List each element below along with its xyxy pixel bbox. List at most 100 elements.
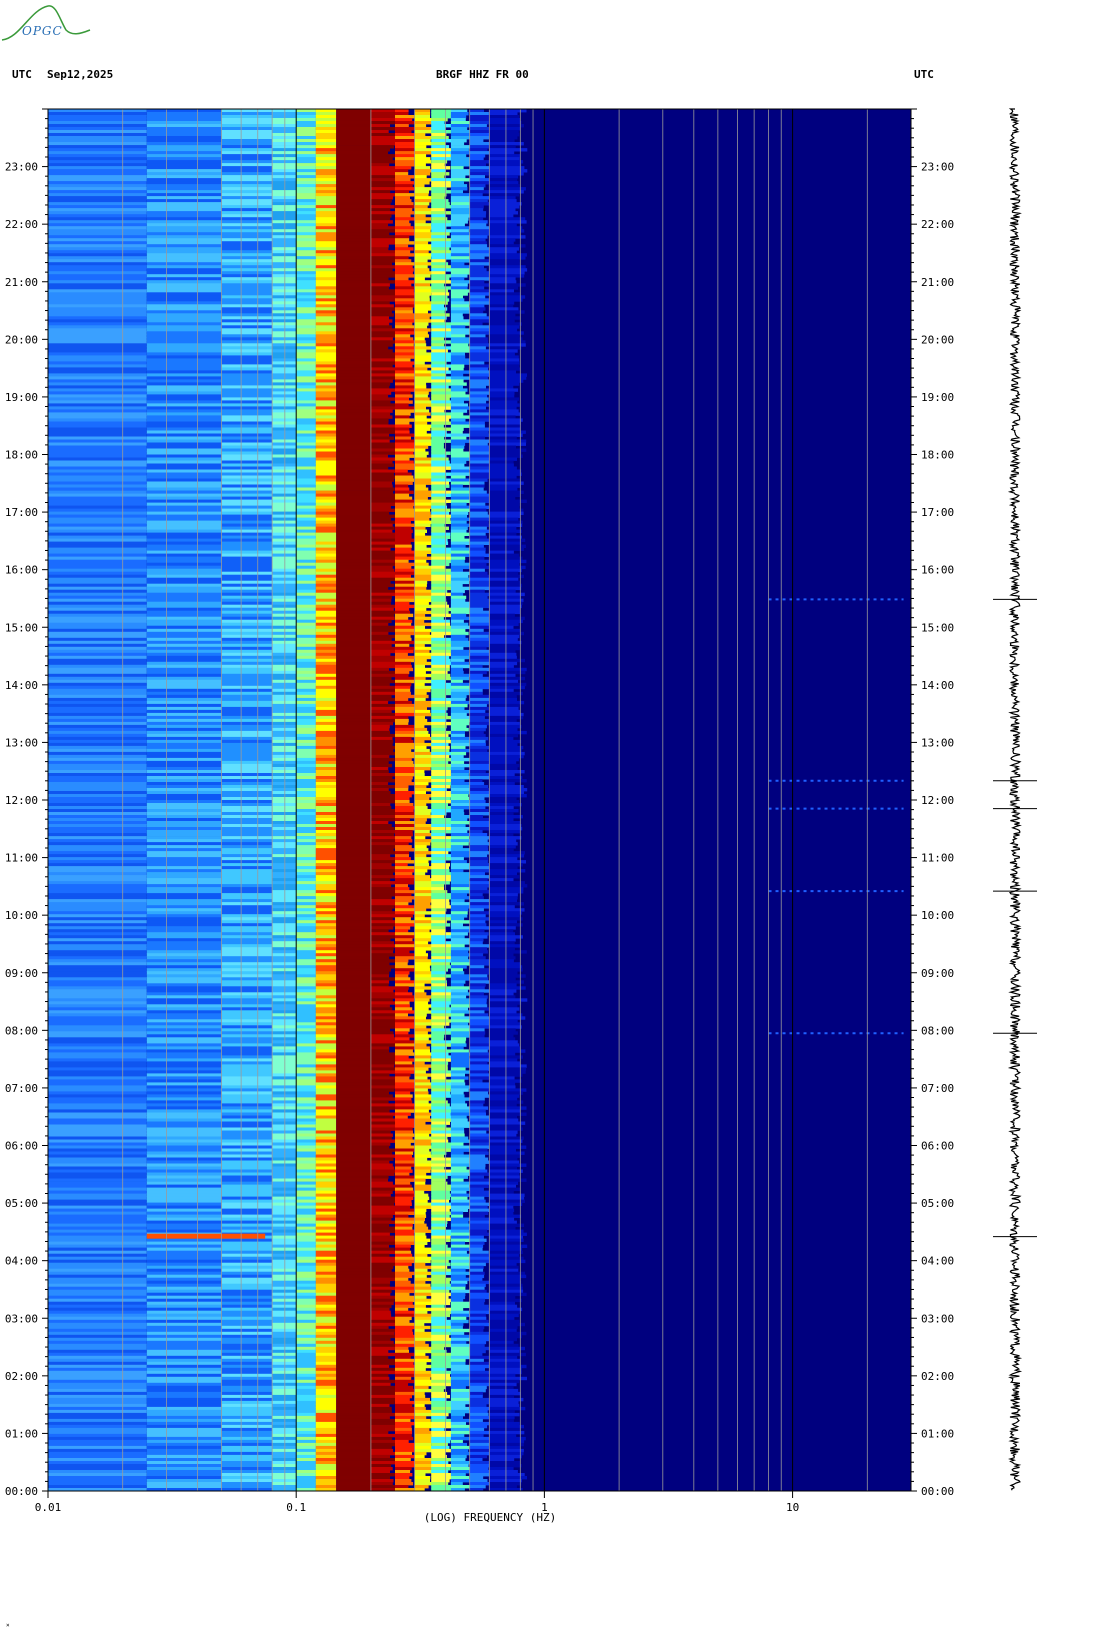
spectrogram-cell bbox=[296, 1322, 316, 1327]
spectrogram-cell bbox=[146, 1328, 222, 1333]
spectrogram-cell bbox=[336, 739, 371, 744]
spectrogram-cell bbox=[431, 442, 444, 446]
spectrogram-cell bbox=[146, 646, 222, 651]
spectrogram-cell bbox=[48, 415, 147, 419]
spectrogram-cell bbox=[48, 1184, 147, 1188]
spectrogram-cell bbox=[395, 959, 409, 963]
spectrogram-cell bbox=[221, 1418, 273, 1423]
spectrogram-cell bbox=[395, 821, 417, 825]
spectrogram-cell bbox=[221, 412, 273, 416]
spectrogram-cell bbox=[395, 1175, 421, 1179]
spectrogram-cell bbox=[296, 1109, 316, 1113]
spectrogram-cell bbox=[315, 253, 337, 257]
spectrogram-cell bbox=[395, 145, 418, 149]
spectrogram-cell bbox=[146, 1268, 222, 1273]
spectrogram-cell bbox=[296, 1373, 316, 1378]
spectrogram-cell bbox=[296, 992, 316, 996]
spectrogram-cell bbox=[395, 773, 416, 777]
spectrogram-cell bbox=[431, 448, 446, 452]
spectrogram-cell bbox=[395, 1253, 413, 1258]
spectrogram-cell bbox=[315, 1301, 337, 1306]
spectrogram-cell bbox=[221, 1241, 273, 1245]
spectrogram-cell bbox=[48, 475, 147, 479]
spectrogram-cell bbox=[315, 745, 337, 750]
spectrogram-cell bbox=[296, 226, 316, 230]
spectrogram-cell bbox=[414, 1205, 434, 1209]
spectrogram-cell bbox=[370, 343, 393, 347]
spectrogram-cell bbox=[272, 1154, 297, 1158]
spectrogram-cell bbox=[296, 1010, 316, 1014]
spectrogram-cell bbox=[336, 893, 371, 897]
spectrogram-cell bbox=[221, 1427, 273, 1432]
spectrogram-cell bbox=[370, 1470, 390, 1474]
spectrogram-cell bbox=[395, 328, 420, 332]
spectrogram-cell bbox=[370, 397, 397, 401]
spectrogram-cell bbox=[336, 649, 371, 654]
spectrogram-cell bbox=[431, 1013, 455, 1017]
spectrogram-cell bbox=[370, 968, 391, 972]
spectrogram-cell bbox=[431, 592, 455, 597]
spectrogram-cell bbox=[431, 499, 458, 503]
spectrogram-cell bbox=[336, 751, 371, 756]
spectrogram-cell bbox=[414, 307, 433, 311]
spectrogram-cell bbox=[370, 676, 392, 681]
spectrogram-cell bbox=[296, 1346, 316, 1351]
spectrogram-cell bbox=[146, 607, 222, 612]
spectrogram-cell bbox=[146, 1022, 222, 1026]
spectrogram-cell bbox=[272, 1232, 297, 1236]
spectrogram-cell bbox=[48, 1256, 147, 1261]
spectrogram-cell bbox=[336, 932, 371, 936]
spectrogram-cell bbox=[296, 917, 316, 921]
spectrogram-cell bbox=[395, 1289, 420, 1294]
spectrogram-cell bbox=[370, 607, 394, 612]
spectrogram-cell bbox=[414, 538, 435, 542]
spectrogram-cell bbox=[370, 580, 391, 585]
spectrogram-cell bbox=[272, 1061, 297, 1065]
spectrogram-cell bbox=[272, 1202, 297, 1206]
spectrogram-cell bbox=[431, 1184, 454, 1188]
spectrogram-cell bbox=[431, 544, 446, 548]
spectrogram-cell bbox=[431, 328, 453, 332]
spectrogram-cell bbox=[315, 1073, 337, 1077]
spectrogram-cell bbox=[395, 355, 420, 359]
spectrogram-cell bbox=[431, 1133, 455, 1137]
spectrogram-cell bbox=[370, 628, 397, 633]
spectrogram-cell bbox=[370, 1382, 391, 1387]
spectrogram-cell bbox=[431, 238, 455, 242]
spectrogram-cell bbox=[48, 700, 147, 705]
spectrogram-cell bbox=[272, 754, 297, 759]
spectrogram-cell bbox=[272, 1470, 297, 1474]
spectrogram-cell bbox=[48, 1442, 147, 1447]
spectrogram-cell bbox=[272, 130, 297, 134]
spectrogram-cell bbox=[272, 1473, 297, 1477]
spectrogram-cell bbox=[221, 1439, 273, 1444]
spectrogram-cell bbox=[414, 1253, 428, 1258]
spectrogram-cell bbox=[431, 730, 456, 735]
spectrogram-cell bbox=[395, 583, 422, 588]
spectrogram-cell bbox=[146, 884, 222, 888]
spectrogram-cell bbox=[414, 253, 435, 257]
spectrogram-cell bbox=[48, 836, 147, 840]
spectrogram-cell bbox=[336, 148, 371, 152]
spectrogram-cell bbox=[395, 550, 418, 554]
spectrogram-cell bbox=[272, 899, 297, 903]
spectrogram-cell bbox=[395, 1259, 417, 1264]
spectrogram-cell bbox=[296, 631, 316, 636]
spectrogram-cell bbox=[146, 1001, 222, 1005]
spectrogram-cell bbox=[146, 1037, 222, 1041]
spectrogram-cell bbox=[414, 1214, 427, 1218]
spectrogram-cell bbox=[336, 1485, 371, 1489]
spectrogram-cell bbox=[296, 640, 316, 645]
spectrogram-cell bbox=[370, 328, 396, 332]
spectrogram-cell bbox=[336, 1256, 371, 1261]
spectrogram-cell bbox=[272, 280, 297, 284]
spectrogram-cell bbox=[370, 481, 392, 485]
spectrogram-cell bbox=[315, 1421, 337, 1426]
spectrogram-cell bbox=[221, 352, 273, 356]
spectrogram-cell bbox=[431, 1058, 453, 1062]
spectrogram-cell bbox=[48, 1172, 147, 1176]
spectrogram-cell bbox=[221, 619, 273, 624]
spectrogram-cell bbox=[370, 277, 389, 281]
spectrogram-cell bbox=[336, 727, 371, 732]
spectrogram-cell bbox=[221, 721, 273, 726]
